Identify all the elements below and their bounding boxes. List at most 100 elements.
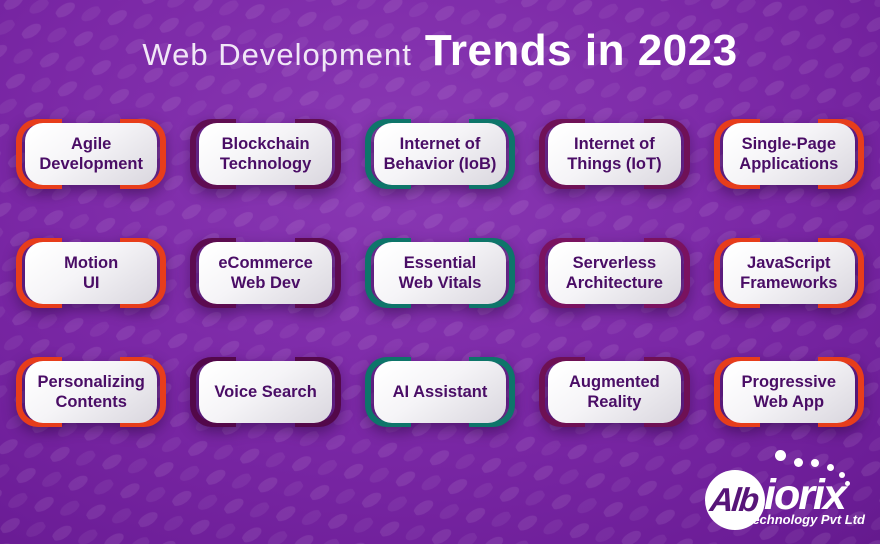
trend-label-line: Applications <box>739 155 839 173</box>
bracket-right-decoration <box>120 238 167 308</box>
trend-label-line: UI <box>82 274 100 292</box>
bracket-right-decoration <box>294 119 341 189</box>
trend-label-line: Development <box>39 155 143 173</box>
trend-card-face: Internet of Things (IoT) <box>548 123 681 185</box>
bracket-left-decoration <box>364 119 411 189</box>
trend-label-line: Technology <box>219 155 312 173</box>
logo-tagline: Technology Pvt Ltd <box>744 512 865 527</box>
trend-label-line: Reality <box>587 393 642 411</box>
trend-card-face: Blockchain Technology <box>199 123 332 185</box>
logo-dot <box>827 464 834 471</box>
trend-card-agile-development: Agile Development <box>16 119 167 189</box>
trend-label-line: Contents <box>55 393 127 411</box>
trend-card-serverless-architecture: Serverless Architecture <box>539 238 690 308</box>
trend-label-line: Essential <box>403 253 477 272</box>
bracket-right-decoration <box>469 357 516 427</box>
trends-grid: Agile Development Blockchain Technology … <box>16 119 864 427</box>
trend-label-line: Things (IoT) <box>567 155 662 173</box>
bracket-left-decoration <box>190 119 237 189</box>
trend-card-face: Personalizing Contents <box>25 361 158 423</box>
trend-card-single-page-applications: Single-Page Applications <box>713 119 864 189</box>
trend-label-line: Frameworks <box>740 274 838 292</box>
logo-dot <box>845 481 850 486</box>
bracket-left-decoration <box>16 357 62 427</box>
trend-label-line: Web App <box>753 393 825 411</box>
trend-card-internet-of-things: Internet of Things (IoT) <box>539 119 690 189</box>
trend-label-line: JavaScript <box>747 253 831 272</box>
trend-card-progressive-web-app: Progressive Web App <box>713 357 864 427</box>
trend-label-line: Single-Page <box>741 134 837 153</box>
trend-label-line: Internet of <box>574 134 655 153</box>
trend-card-javascript-frameworks: JavaScript Frameworks <box>713 238 864 308</box>
trend-label-line: eCommerce <box>218 253 313 272</box>
bracket-left-decoration <box>190 238 237 308</box>
trend-label-line: Behavior (IoB) <box>383 155 497 173</box>
bracket-left-decoration <box>713 238 760 308</box>
trend-card-internet-of-behavior: Internet of Behavior (IoB) <box>364 119 516 189</box>
bracket-left-decoration <box>539 119 586 189</box>
trend-card-face: JavaScript Frameworks <box>722 242 855 304</box>
bracket-left-decoration <box>539 357 586 427</box>
trend-card-ecommerce-web-dev: eCommerce Web Dev <box>190 238 341 308</box>
bracket-right-decoration <box>469 238 516 308</box>
logo-dot <box>775 450 786 461</box>
trend-card-motion-ui: Motion UI <box>16 238 167 308</box>
trend-label-line: Voice Search <box>214 382 317 401</box>
trend-label-line: Personalizing <box>37 372 145 391</box>
trend-label-line: Augmented <box>569 372 660 391</box>
title-bold-text: Trends in 2023 <box>424 26 738 75</box>
trend-card-face: Augmented Reality <box>548 361 681 423</box>
trend-card-face: Internet of Behavior (IoB) <box>373 123 507 185</box>
bracket-left-decoration <box>16 119 62 189</box>
bracket-right-decoration <box>817 357 864 427</box>
trend-card-face: Serverless Architecture <box>548 242 681 304</box>
trend-card-face: Essential Web Vitals <box>373 242 507 304</box>
bracket-left-decoration <box>539 238 586 308</box>
trend-label-line: Blockchain <box>221 134 310 153</box>
bracket-left-decoration <box>364 357 411 427</box>
trend-label-line: Web Dev <box>230 274 301 292</box>
bracket-right-decoration <box>643 238 690 308</box>
logo-circle: Alb <box>705 470 765 530</box>
bracket-right-decoration <box>469 119 516 189</box>
page-title: Web Development Trends in 2023 <box>0 26 880 76</box>
trend-card-ai-assistant: AI Assistant <box>364 357 516 427</box>
trend-label-line: Agile <box>71 134 112 153</box>
trend-card-face: Voice Search <box>199 361 332 423</box>
bracket-left-decoration <box>713 357 760 427</box>
trend-card-face: Motion UI <box>25 242 158 304</box>
trend-card-face: AI Assistant <box>373 361 507 423</box>
trend-card-essential-web-vitals: Essential Web Vitals <box>364 238 516 308</box>
trend-card-face: Progressive Web App <box>722 361 855 423</box>
bracket-right-decoration <box>643 119 690 189</box>
logo-dot <box>839 472 845 478</box>
bracket-right-decoration <box>643 357 690 427</box>
bracket-right-decoration <box>817 238 864 308</box>
logo-dot <box>794 458 803 467</box>
bracket-left-decoration <box>16 238 62 308</box>
bracket-right-decoration <box>120 119 167 189</box>
trend-label-line: Architecture <box>565 274 663 292</box>
trend-label-line: Internet of <box>399 134 481 153</box>
trend-label-line: Motion <box>64 253 119 272</box>
trend-label-line: AI Assistant <box>392 382 488 401</box>
bracket-right-decoration <box>817 119 864 189</box>
trend-card-face: Single-Page Applications <box>722 123 855 185</box>
trend-card-voice-search: Voice Search <box>190 357 341 427</box>
trend-card-face: Agile Development <box>25 123 158 185</box>
bracket-right-decoration <box>120 357 167 427</box>
trend-label-line: Serverless <box>572 253 657 272</box>
bracket-right-decoration <box>294 357 341 427</box>
logo-brand-text: iorix <box>764 471 847 519</box>
bracket-right-decoration <box>294 238 341 308</box>
logo-dot <box>811 459 819 467</box>
trend-label-line: Web Vitals <box>398 274 482 292</box>
bracket-left-decoration <box>364 238 411 308</box>
trend-label-line: Progressive <box>741 372 837 391</box>
albiorix-logo: Alb iorix Technology Pvt Ltd <box>688 448 866 534</box>
trend-card-personalizing-contents: Personalizing Contents <box>16 357 167 427</box>
trend-card-augmented-reality: Augmented Reality <box>539 357 690 427</box>
trend-card-face: eCommerce Web Dev <box>199 242 332 304</box>
bracket-left-decoration <box>190 357 237 427</box>
